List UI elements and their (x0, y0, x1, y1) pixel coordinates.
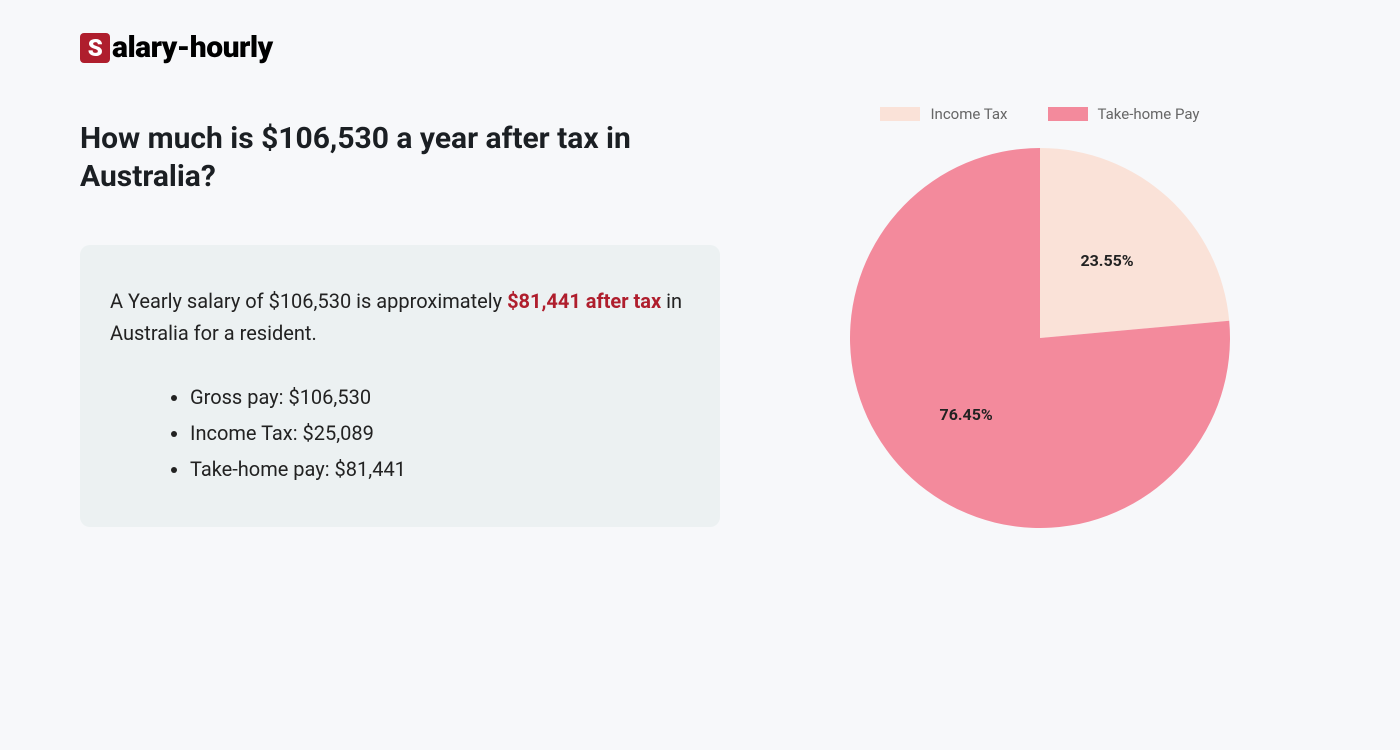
chart-legend: Income Tax Take-home Pay (880, 105, 1199, 123)
legend-item-take-home: Take-home Pay (1048, 105, 1200, 123)
list-item: Take-home pay: $81,441 (190, 451, 690, 487)
summary-highlight: $81,441 after tax (507, 289, 661, 313)
pie-slice-label: 76.45% (940, 405, 993, 424)
logo-text: alary-hourly (112, 30, 273, 65)
legend-item-income-tax: Income Tax (880, 105, 1007, 123)
legend-swatch (880, 107, 920, 121)
pie-slice-label: 23.55% (1080, 251, 1133, 270)
legend-swatch (1048, 107, 1088, 121)
list-item: Income Tax: $25,089 (190, 415, 690, 451)
bullet-list: Gross pay: $106,530 Income Tax: $25,089 … (110, 379, 690, 487)
summary-card: A Yearly salary of $106,530 is approxima… (80, 245, 720, 527)
page-headline: How much is $106,530 a year after tax in… (80, 120, 720, 195)
site-logo: Salary-hourly (80, 30, 720, 65)
summary-text: A Yearly salary of $106,530 is approxima… (110, 285, 690, 349)
summary-prefix: A Yearly salary of $106,530 is approxima… (110, 289, 507, 313)
logo-badge: S (80, 33, 110, 63)
legend-label: Income Tax (930, 105, 1007, 123)
pie-chart: 23.55% 76.45% (850, 148, 1230, 528)
list-item: Gross pay: $106,530 (190, 379, 690, 415)
pie-svg (850, 148, 1230, 528)
legend-label: Take-home Pay (1098, 105, 1200, 123)
